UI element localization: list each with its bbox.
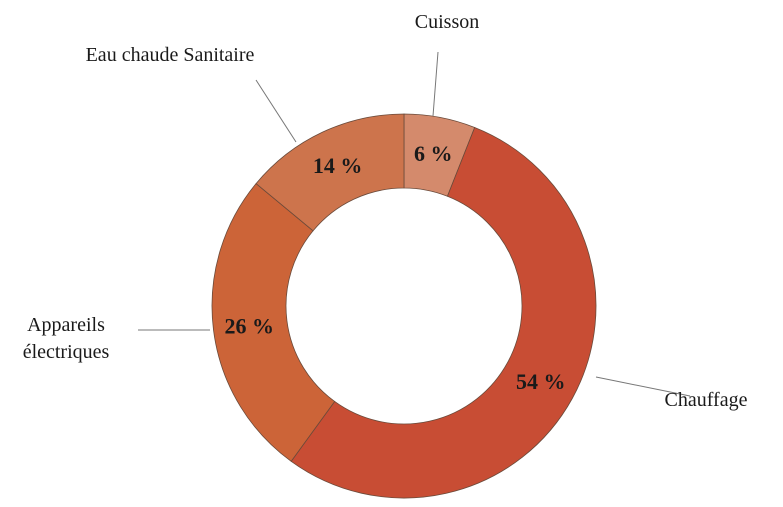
donut-slices bbox=[211, 113, 597, 499]
value-label-appareils-electriques: 26 % bbox=[224, 314, 274, 339]
leader-line-cuisson bbox=[432, 51, 439, 117]
slice-appareils-electriques bbox=[211, 183, 336, 462]
leader-lines bbox=[138, 51, 691, 397]
category-label-cuisson: Cuisson bbox=[415, 11, 479, 33]
value-labels: 6 % 54 % 26 % 14 % bbox=[224, 141, 565, 394]
value-label-eau-chaude-sanitaire: 14 % bbox=[313, 153, 363, 178]
category-label-eau-chaude-sanitaire: Eau chaude Sanitaire bbox=[86, 44, 255, 66]
value-label-cuisson: 6 % bbox=[414, 141, 453, 166]
slice-eau-chaude-sanitaire bbox=[255, 113, 405, 232]
category-label-appareils-electriques: électriques bbox=[23, 341, 110, 363]
category-label-appareils-electriques: Appareils bbox=[27, 314, 105, 336]
leader-line-chauffage bbox=[595, 376, 691, 397]
slice-chauffage bbox=[290, 126, 597, 499]
category-label-chauffage: Chauffage bbox=[665, 389, 748, 411]
value-label-chauffage: 54 % bbox=[516, 369, 566, 394]
leader-line-eau-chaude-sanitaire bbox=[255, 79, 297, 143]
category-labels: Cuisson Chauffage Appareils électriques Eau … bbox=[23, 11, 748, 411]
